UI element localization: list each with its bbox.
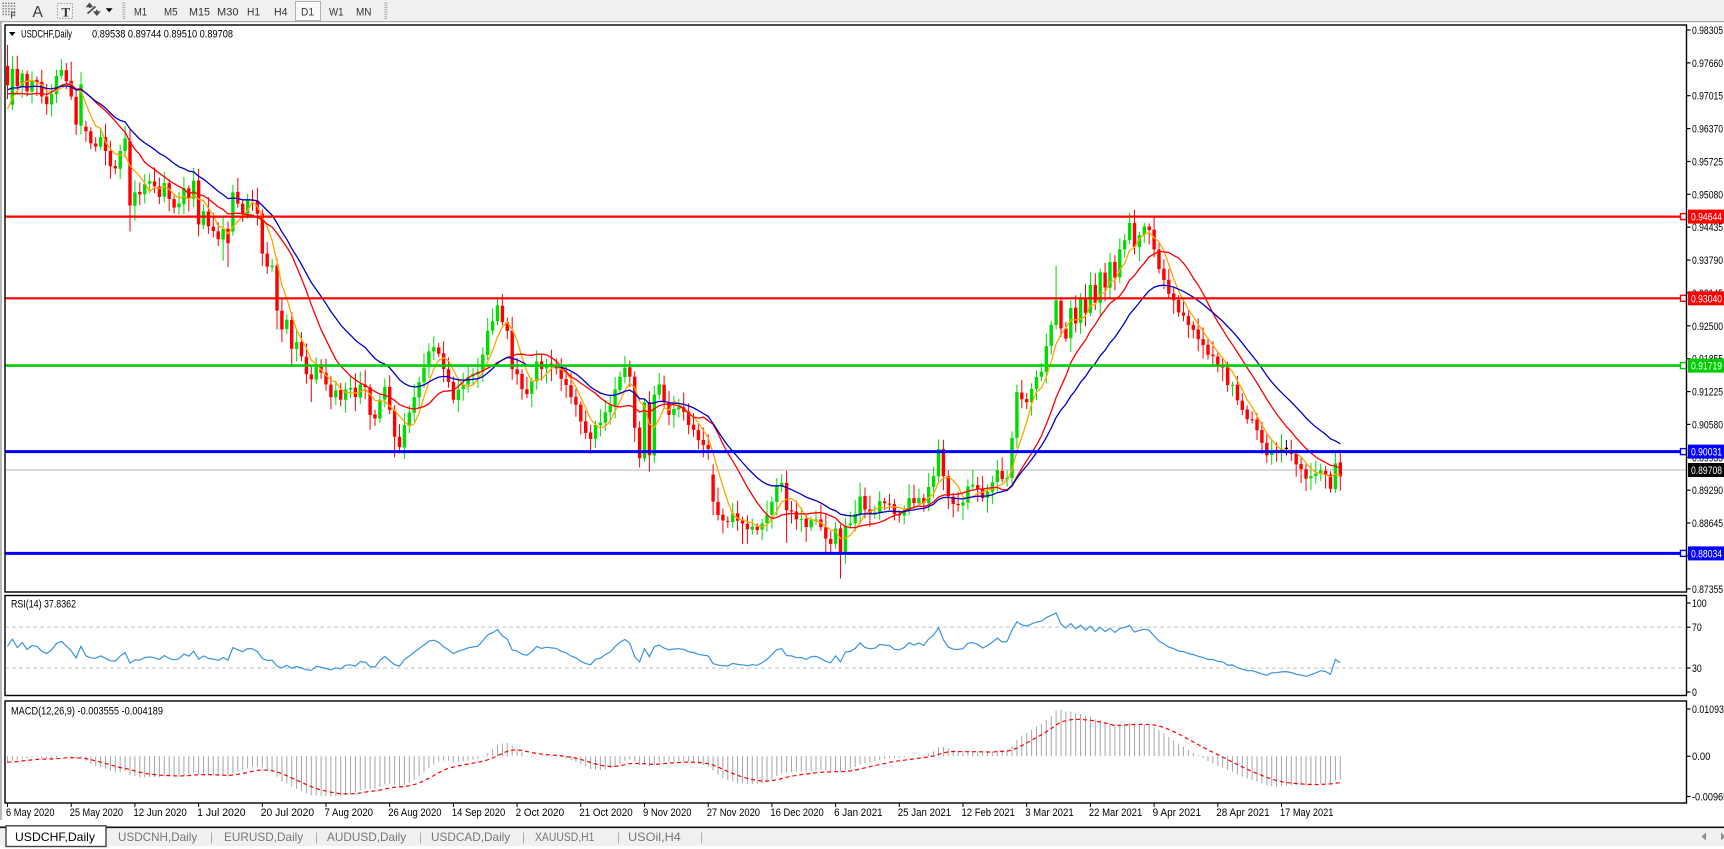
svg-text:26 Aug 2020: 26 Aug 2020 xyxy=(388,807,441,819)
svg-text:W1: W1 xyxy=(329,7,344,19)
svg-text:0.00: 0.00 xyxy=(1692,751,1710,763)
svg-text:USDCHF,Daily: USDCHF,Daily xyxy=(15,830,95,844)
svg-text:2 Oct 2020: 2 Oct 2020 xyxy=(516,807,565,819)
svg-text:M5: M5 xyxy=(164,7,178,19)
svg-text:20 Jul 2020: 20 Jul 2020 xyxy=(261,807,314,819)
svg-text:21 Oct 2020: 21 Oct 2020 xyxy=(579,807,632,819)
svg-text:EURUSD,Daily: EURUSD,Daily xyxy=(224,830,303,844)
svg-text:MACD(12,26,9) -0.003555 -0.004: MACD(12,26,9) -0.003555 -0.004189 xyxy=(11,706,163,718)
svg-text:0.97660: 0.97660 xyxy=(1692,58,1723,70)
svg-text:XAUUSD,H1: XAUUSD,H1 xyxy=(535,830,595,844)
svg-text:M1: M1 xyxy=(134,7,147,19)
svg-text:0.88034: 0.88034 xyxy=(1691,548,1722,560)
svg-text:6 Jan 2021: 6 Jan 2021 xyxy=(834,807,883,819)
svg-text:M15: M15 xyxy=(189,7,210,19)
svg-text:A: A xyxy=(33,4,44,21)
svg-text:T: T xyxy=(62,5,71,20)
svg-text:22 Mar 2021: 22 Mar 2021 xyxy=(1089,807,1142,819)
svg-text:0.88645: 0.88645 xyxy=(1692,518,1723,530)
svg-text:|: | xyxy=(210,830,213,844)
svg-text:USOil,H4: USOil,H4 xyxy=(628,830,681,844)
svg-text:30: 30 xyxy=(1692,663,1702,675)
svg-text:0.95725: 0.95725 xyxy=(1692,156,1723,168)
svg-text:RSI(14) 37.8362: RSI(14) 37.8362 xyxy=(11,599,76,611)
svg-text:6 May 2020: 6 May 2020 xyxy=(6,807,55,819)
svg-text:0.89708: 0.89708 xyxy=(1691,465,1722,477)
svg-text:F: F xyxy=(11,11,16,21)
svg-text:AUDUSD,Daily: AUDUSD,Daily xyxy=(327,830,406,844)
svg-text:25 Jan 2021: 25 Jan 2021 xyxy=(898,807,951,819)
svg-text:12 Jun 2020: 12 Jun 2020 xyxy=(133,807,186,819)
svg-text:USDCNH,Daily: USDCNH,Daily xyxy=(118,830,197,844)
svg-text:17 May 2021: 17 May 2021 xyxy=(1280,807,1333,819)
svg-text:0.95080: 0.95080 xyxy=(1692,189,1723,201)
svg-text:0.010933: 0.010933 xyxy=(1692,704,1724,716)
svg-text:1 Jul 2020: 1 Jul 2020 xyxy=(197,807,246,819)
svg-text:M30: M30 xyxy=(217,7,239,19)
svg-text:0.91225: 0.91225 xyxy=(1692,387,1723,399)
svg-text:0.89290: 0.89290 xyxy=(1692,485,1723,497)
svg-text:28 Apr 2021: 28 Apr 2021 xyxy=(1216,807,1269,819)
svg-text:0.97015: 0.97015 xyxy=(1692,91,1723,103)
svg-text:H1: H1 xyxy=(247,7,260,19)
svg-text:16 Dec 2020: 16 Dec 2020 xyxy=(770,807,823,819)
svg-text:|: | xyxy=(617,830,620,844)
svg-text:0.90031: 0.90031 xyxy=(1691,447,1722,459)
svg-text:70: 70 xyxy=(1692,622,1702,634)
svg-text:3 Mar 2021: 3 Mar 2021 xyxy=(1025,807,1074,819)
svg-text:0.94644: 0.94644 xyxy=(1691,212,1722,224)
svg-text:9 Nov 2020: 9 Nov 2020 xyxy=(643,807,692,819)
svg-text:0: 0 xyxy=(1692,687,1697,699)
svg-text:0.87355: 0.87355 xyxy=(1692,584,1723,596)
svg-text:-0.009653: -0.009653 xyxy=(1692,792,1724,804)
svg-text:0.93790: 0.93790 xyxy=(1692,255,1723,267)
svg-text:D1: D1 xyxy=(301,7,314,19)
svg-text:14 Sep 2020: 14 Sep 2020 xyxy=(452,807,505,819)
svg-text:100: 100 xyxy=(1692,598,1707,610)
svg-text:USDCHF,Daily: USDCHF,Daily xyxy=(21,29,72,41)
svg-text:0.98305: 0.98305 xyxy=(1692,25,1723,37)
svg-text:|: | xyxy=(419,830,422,844)
svg-text:7 Aug 2020: 7 Aug 2020 xyxy=(325,807,374,819)
svg-text:25 May 2020: 25 May 2020 xyxy=(70,807,123,819)
svg-text:0.89538 0.89744 0.89510 0.8970: 0.89538 0.89744 0.89510 0.89708 xyxy=(92,29,233,41)
svg-text:27 Nov 2020: 27 Nov 2020 xyxy=(707,807,760,819)
svg-text:0.92500: 0.92500 xyxy=(1692,321,1723,333)
svg-text:12 Feb 2021: 12 Feb 2021 xyxy=(962,807,1015,819)
svg-text:9 Apr 2021: 9 Apr 2021 xyxy=(1153,807,1202,819)
svg-text:0.94435: 0.94435 xyxy=(1692,222,1723,234)
svg-text:MN: MN xyxy=(356,7,372,19)
svg-text:|: | xyxy=(522,830,525,844)
svg-text:H4: H4 xyxy=(274,7,288,19)
svg-text:0.91719: 0.91719 xyxy=(1691,361,1722,373)
svg-text:0.90580: 0.90580 xyxy=(1692,419,1723,431)
svg-text:USDCAD,Daily: USDCAD,Daily xyxy=(431,830,510,844)
svg-text:|: | xyxy=(315,830,318,844)
svg-text:0.93040: 0.93040 xyxy=(1691,293,1722,305)
svg-text:|: | xyxy=(700,830,703,844)
svg-text:0.96370: 0.96370 xyxy=(1692,124,1723,136)
